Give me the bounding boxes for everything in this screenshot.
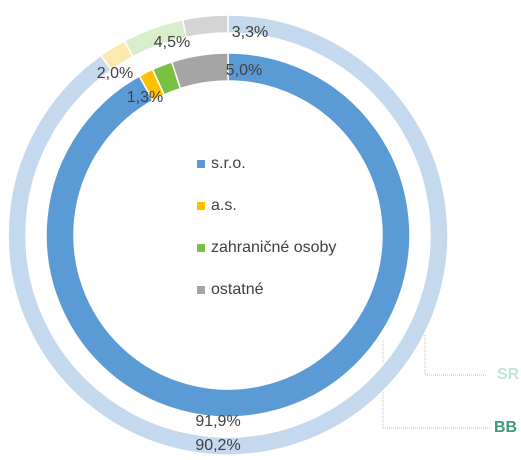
leader-line (424, 325, 487, 376)
legend-swatch (197, 286, 205, 294)
data-label: 4,5% (154, 34, 190, 51)
segment (7, 14, 449, 456)
legend-label: zahraničné osoby (211, 239, 336, 256)
legend-label: ostatné (211, 281, 264, 298)
legend-swatch (197, 160, 205, 168)
data-label: 3,3% (232, 24, 268, 41)
data-label: 5,0% (226, 62, 262, 79)
data-label: 91,9% (195, 413, 240, 430)
data-label: 90,2% (195, 437, 240, 454)
segment (170, 52, 229, 90)
data-label: 1,3% (127, 89, 163, 106)
data-label: 2,0% (97, 65, 133, 82)
legend-label: a.s. (211, 197, 237, 214)
segment (45, 52, 411, 418)
legend-swatch (197, 244, 205, 252)
segment (181, 14, 229, 39)
series-name: BB (494, 419, 517, 436)
series-name: SR (497, 366, 520, 383)
legend-swatch (197, 202, 205, 210)
leader-line (382, 340, 490, 429)
legend-label: s.r.o. (211, 155, 246, 172)
